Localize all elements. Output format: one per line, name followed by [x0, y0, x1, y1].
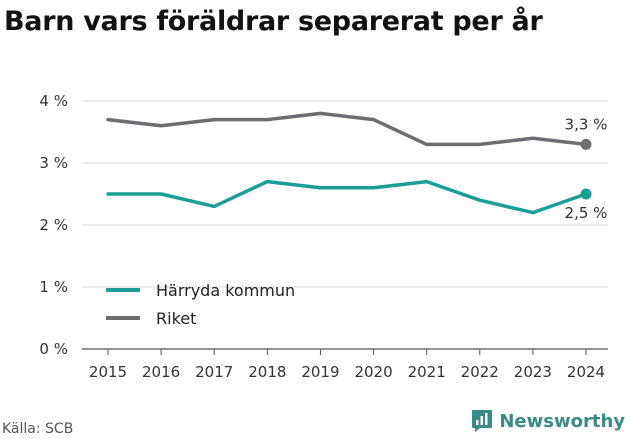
x-tick-label: 2018: [248, 363, 286, 381]
legend: Härryda kommun Riket: [106, 281, 295, 328]
y-tick-label: 1 %: [39, 278, 68, 296]
brand-logo: Newsworthy: [471, 409, 625, 433]
x-tick-label: 2019: [301, 363, 339, 381]
y-tick-label: 3 %: [39, 154, 68, 172]
series-line: [106, 179, 588, 215]
x-tick-label: 2020: [354, 363, 392, 381]
series-end-marker: [580, 188, 592, 200]
y-tick-label: 4 %: [39, 92, 68, 110]
series-end-label: 2,5 %: [565, 204, 608, 222]
series-end-markers: 2,5 % 3,3 %: [565, 115, 608, 222]
series-end-label: 3,3 %: [565, 115, 608, 133]
chart-title: Barn vars föräldrar separerat per år: [4, 6, 543, 37]
x-tick-label: 2023: [514, 363, 552, 381]
x-tick-label: 2017: [195, 363, 233, 381]
x-tick-label: 2022: [461, 363, 499, 381]
brand-name: Newsworthy: [499, 410, 625, 432]
x-tick-label: 2016: [142, 363, 180, 381]
line-chart: 0 % 1 % 2 % 3 % 4 % 2015 2016 2017 2018 2019 2020…: [39, 92, 608, 381]
y-tick-label: 2 %: [39, 216, 68, 234]
legend-label: Riket: [156, 309, 196, 328]
series-end-marker: [580, 138, 592, 150]
x-tick-label: 2015: [89, 363, 127, 381]
series-lines: [106, 111, 588, 215]
x-tick-label: 2024: [567, 363, 605, 381]
y-tick-label: 0 %: [39, 340, 68, 358]
gridlines: [82, 100, 608, 350]
legend-label: Härryda kommun: [156, 281, 295, 300]
newsworthy-logo-icon: [472, 410, 493, 432]
source-note: Källa: SCB: [2, 421, 74, 437]
x-tick-label: 2021: [408, 363, 446, 381]
x-axis-ticks: 2015 2016 2017 2018 2019 2020 2021 2022 2023 2024: [89, 349, 605, 381]
y-axis-ticks: 0 % 1 % 2 % 3 % 4 %: [39, 92, 68, 358]
series-line: [106, 111, 588, 147]
